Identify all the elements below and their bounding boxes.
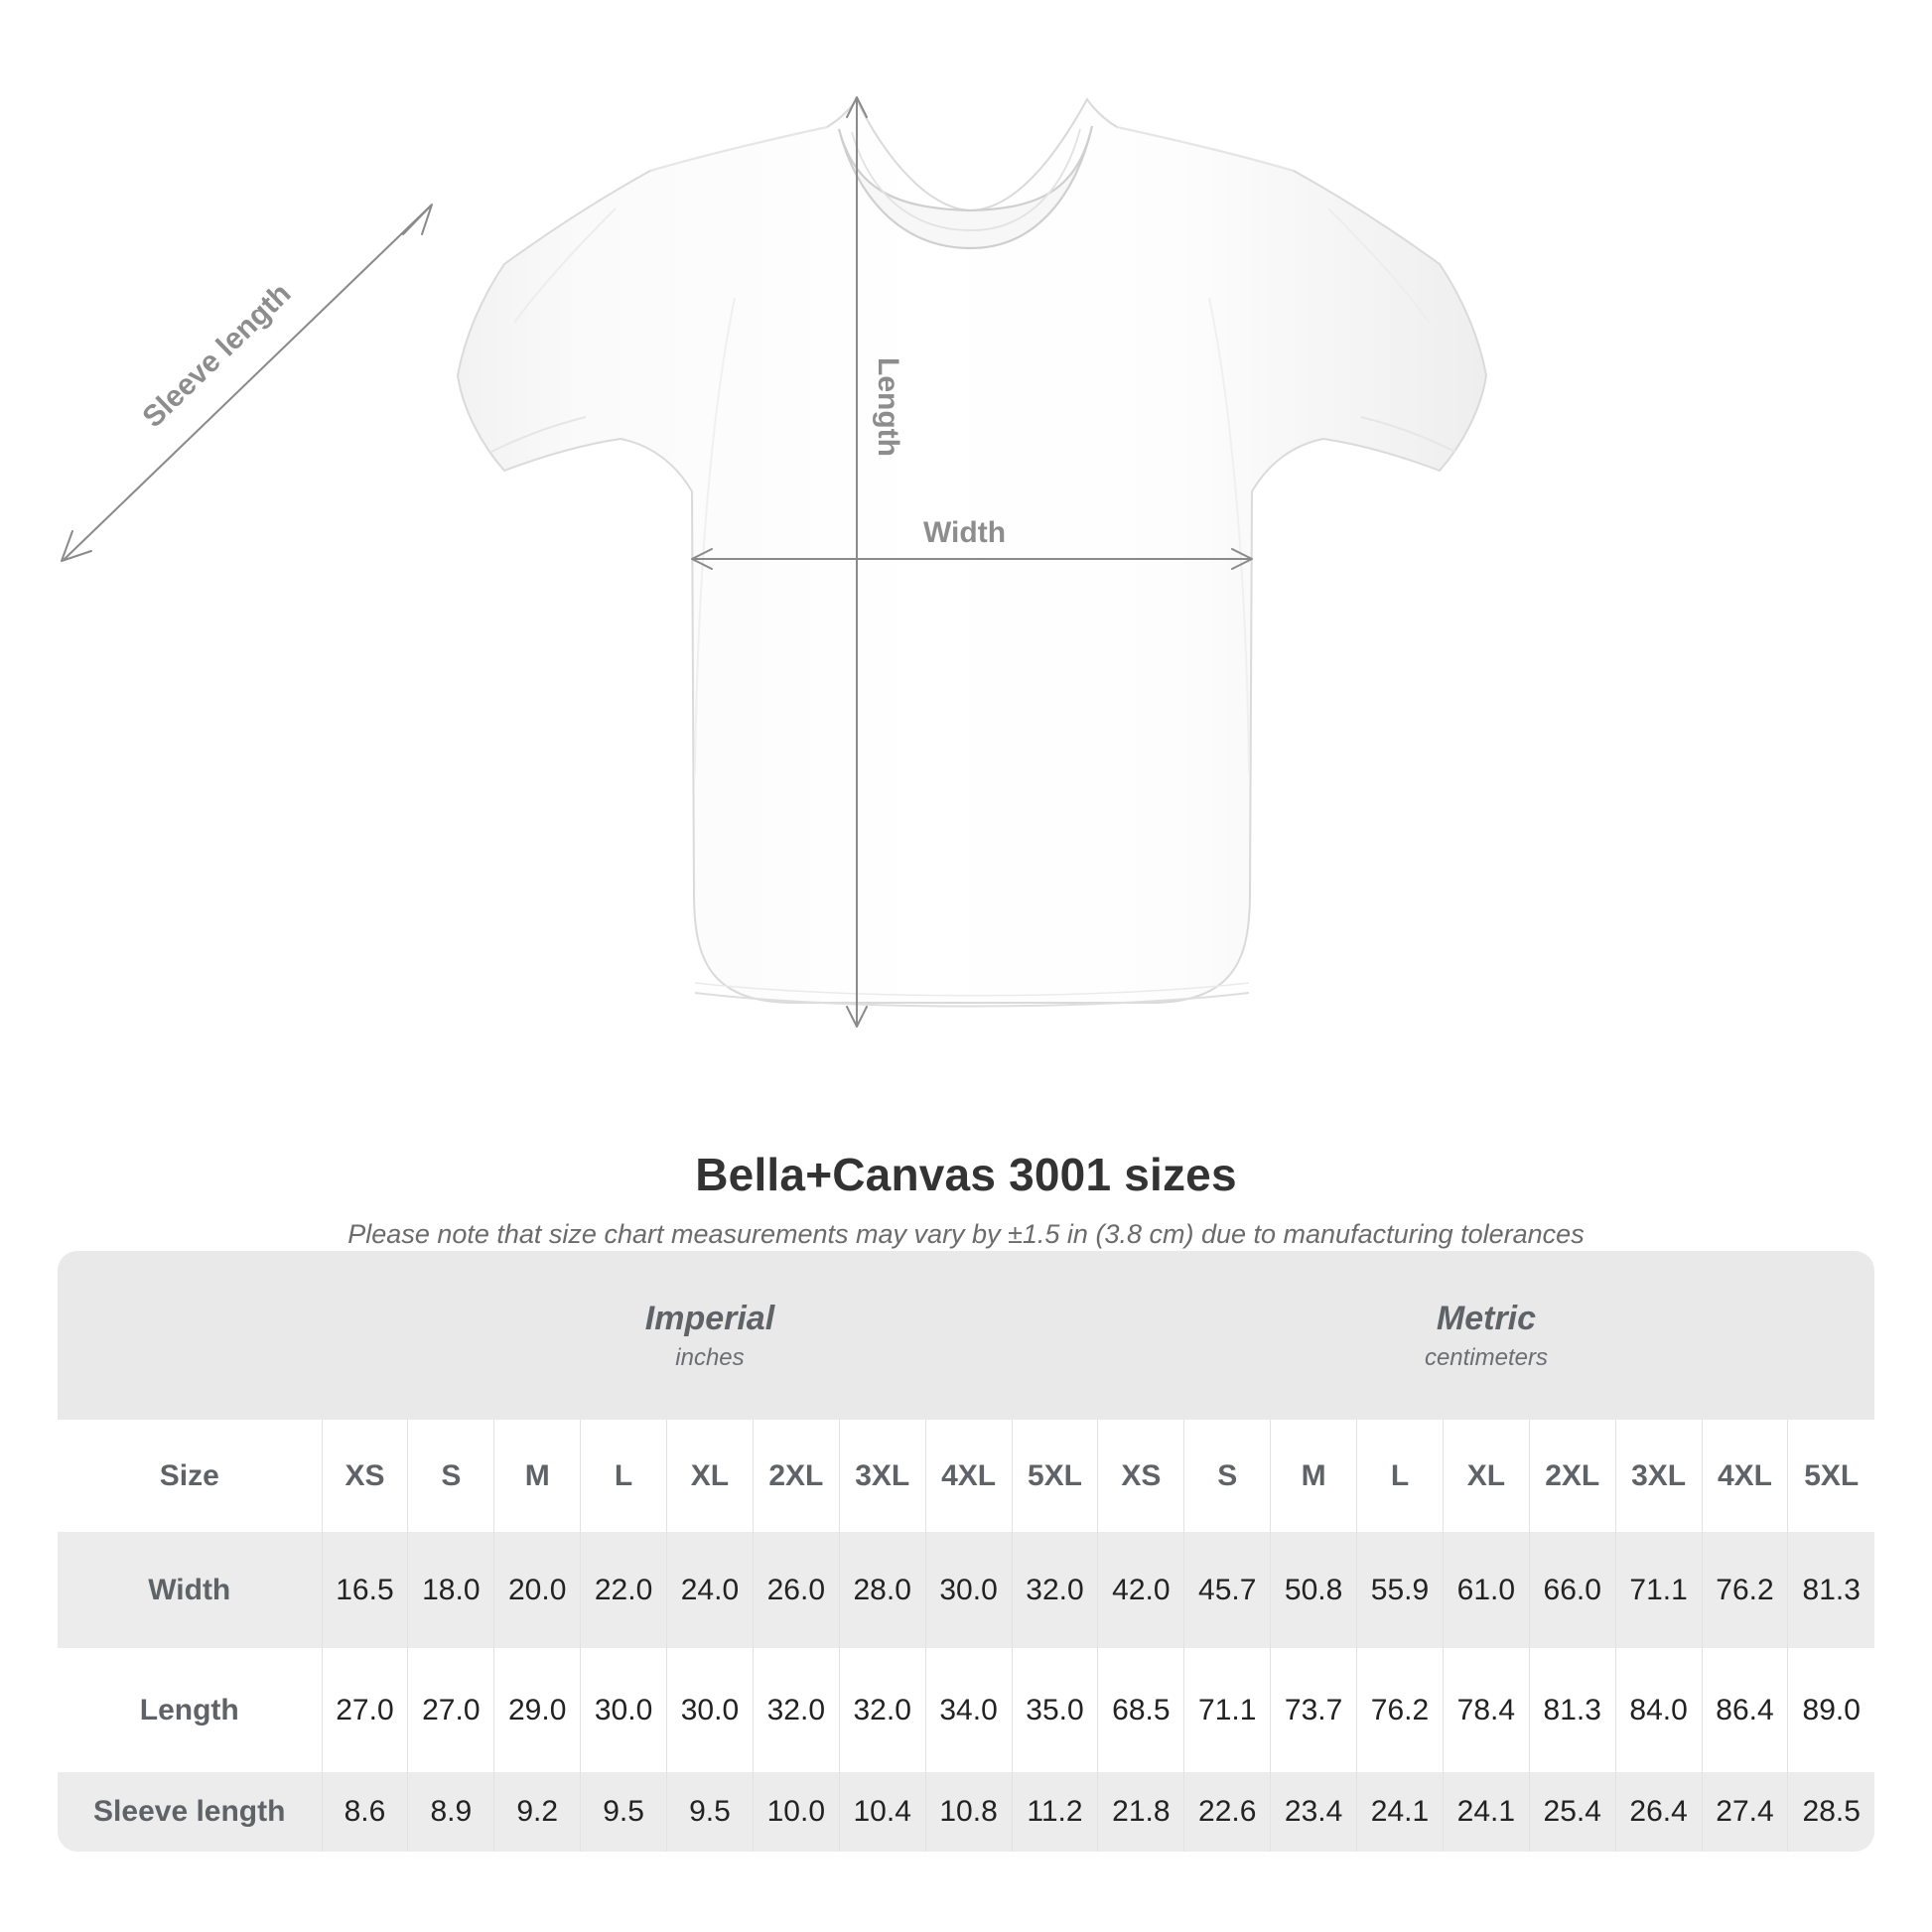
svg-text:Width: Width xyxy=(923,516,1006,549)
svg-text:Sleeve length: Sleeve length xyxy=(136,277,297,434)
svg-text:Length: Length xyxy=(872,357,904,457)
